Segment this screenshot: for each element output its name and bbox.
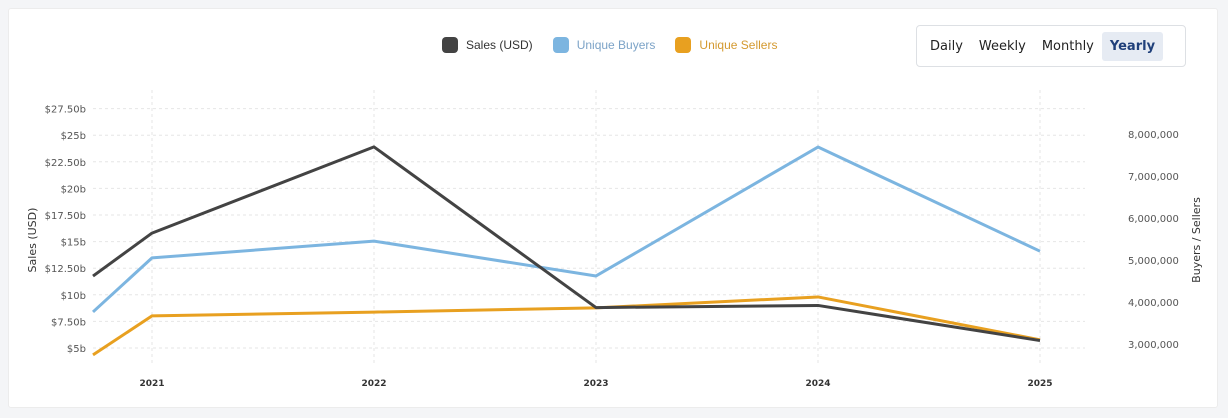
series-line-unique-buyers [91, 145, 1041, 314]
tab-weekly[interactable]: Weekly [978, 38, 1026, 54]
legend-swatch [552, 37, 569, 53]
y-left-tick-label: $15b [61, 238, 86, 249]
legend-label: Sales (USD) [466, 38, 533, 52]
series-line-unique-sellers [92, 295, 1041, 357]
x-tick-label: 2024 [805, 379, 830, 389]
y-right-axis-label: Buyers / Sellers [1190, 197, 1203, 283]
y-left-tick-label: $10b [61, 291, 86, 302]
y-left-tick-label: $17.50b [45, 211, 86, 222]
y-left-tick-label: $22.50b [45, 158, 86, 169]
legend-swatch [675, 37, 692, 53]
legend-swatch [442, 37, 458, 53]
y-right-tick-label: 5,000,000 [1128, 256, 1179, 267]
y-right-tick-label: 4,000,000 [1128, 298, 1179, 309]
y-right-tick-label: 6,000,000 [1128, 214, 1179, 225]
tab-daily[interactable]: Daily [930, 38, 963, 54]
y-left-tick-label: $5b [67, 344, 86, 355]
y-left-tick-label: $12.50b [45, 264, 86, 275]
x-tick-label: 2022 [361, 379, 386, 389]
x-tick-label: 2025 [1027, 379, 1052, 389]
y-left-tick-label: $25b [61, 131, 86, 142]
legend: Sales (USD) Unique Buyers Unique Sellers [442, 37, 777, 53]
y-right-tick-label: 7,000,000 [1128, 172, 1179, 183]
legend-item-buyers[interactable]: Unique Buyers [552, 37, 656, 53]
series-line-sales-usd- [92, 145, 1041, 343]
x-tick-label: 2023 [583, 379, 608, 389]
legend-label: Unique Sellers [699, 38, 778, 52]
period-tabs: Daily Weekly Monthly Yearly [916, 25, 1186, 67]
y-left-tick-label: $27.50b [45, 105, 86, 116]
y-left-tick-label: $20b [61, 184, 86, 195]
legend-label: Unique Buyers [576, 38, 656, 52]
y-right-tick-label: 8,000,000 [1128, 130, 1179, 141]
tab-yearly[interactable]: Yearly [1101, 31, 1164, 61]
legend-item-sales[interactable]: Sales (USD) [442, 37, 533, 53]
y-left-tick-label: $7.50b [51, 317, 86, 328]
x-tick-label: 2021 [139, 379, 164, 389]
tab-monthly[interactable]: Monthly [1041, 38, 1094, 54]
y-left-axis-label: Sales (USD) [26, 208, 39, 273]
chart-card [8, 8, 1218, 408]
legend-item-sellers[interactable]: Unique Sellers [675, 37, 777, 53]
y-right-tick-label: 3,000,000 [1128, 340, 1179, 351]
